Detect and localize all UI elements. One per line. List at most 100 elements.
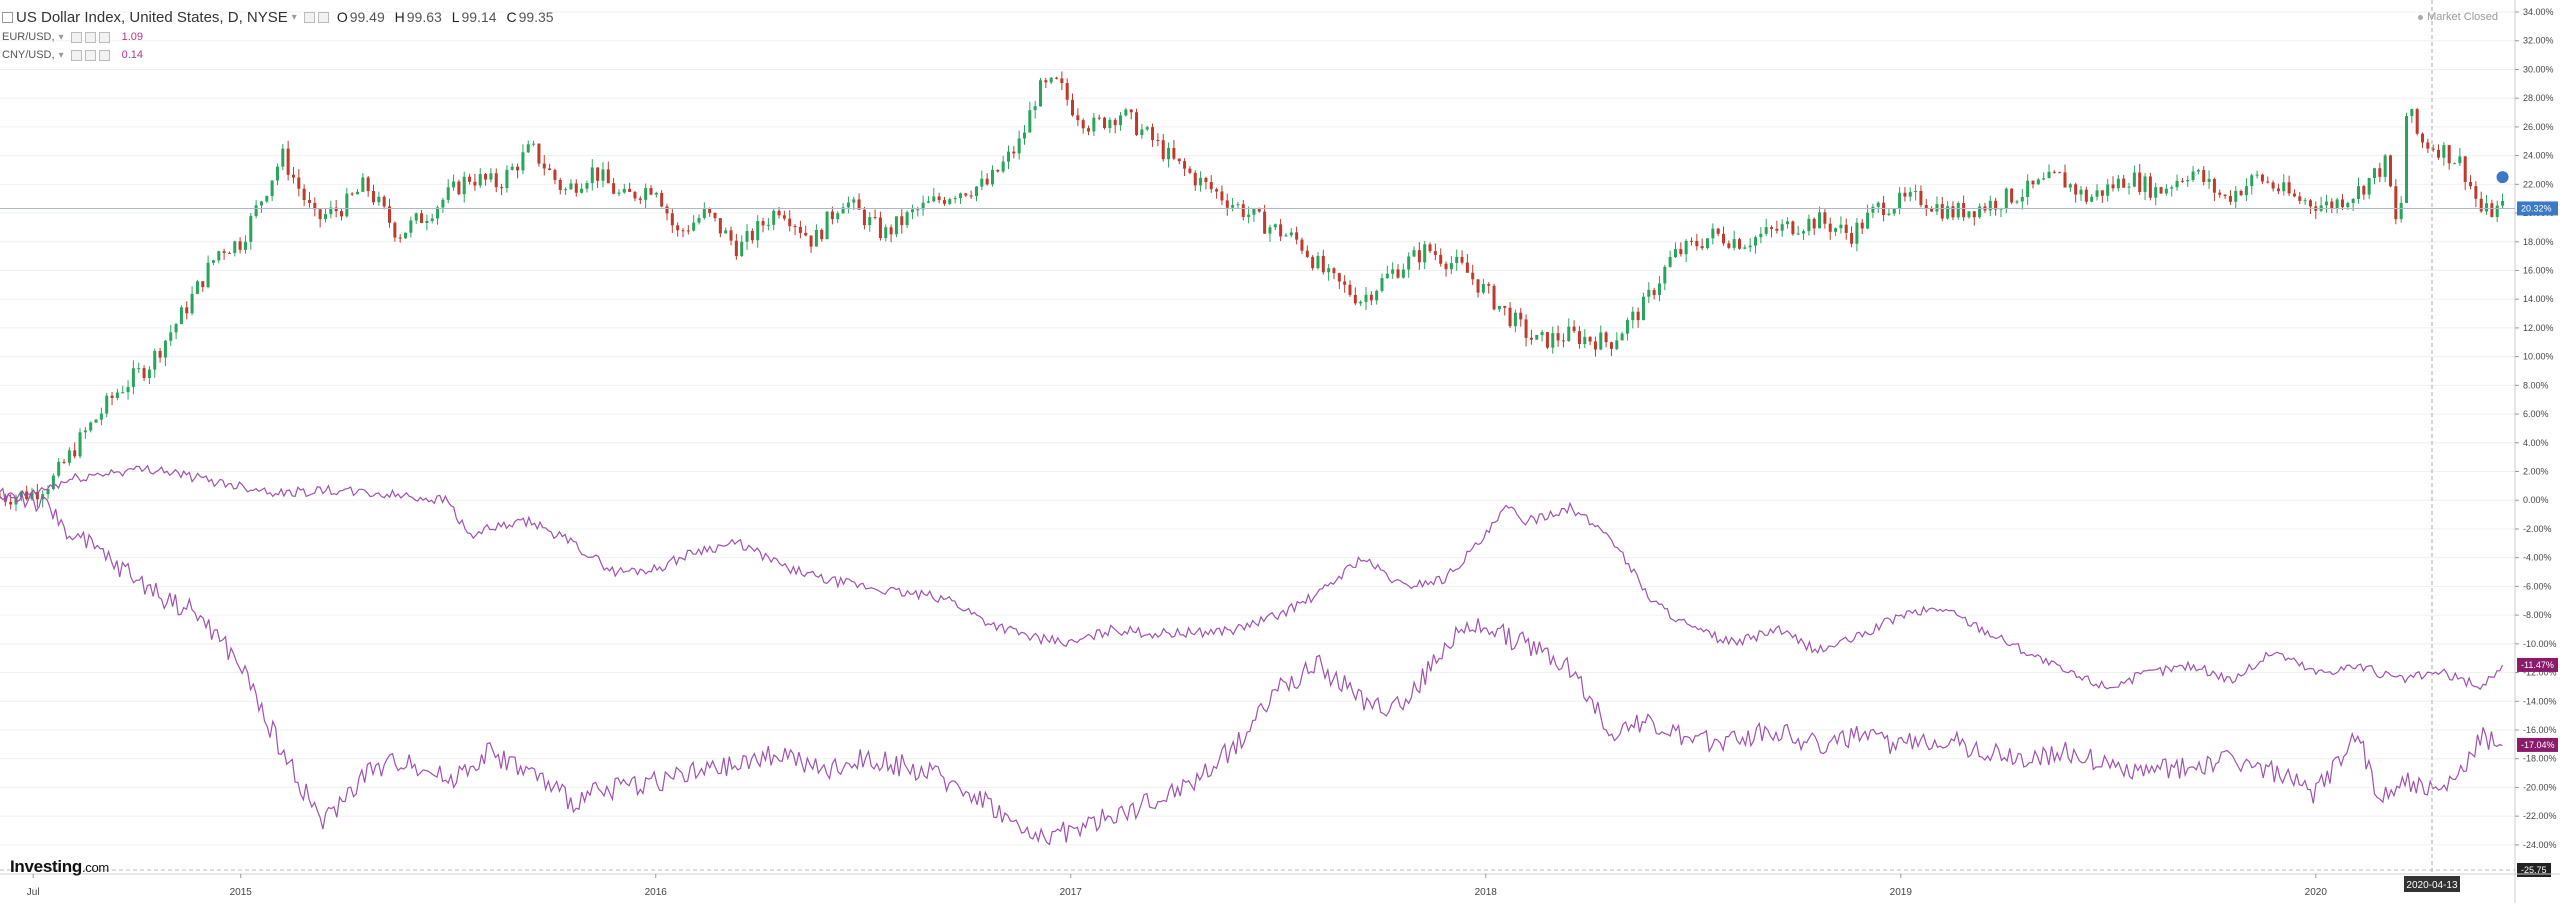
candle-body [1551, 333, 1555, 348]
candle-body [1791, 221, 1795, 235]
candle-body [1311, 256, 1315, 269]
candle-body [921, 202, 925, 210]
candle-body [1284, 235, 1288, 237]
overlay-name[interactable]: CNY/USD, [2, 49, 55, 61]
candle-body [35, 491, 39, 500]
candle-body [2170, 187, 2174, 189]
settings-icon[interactable] [70, 31, 82, 43]
candle-body [1679, 249, 1683, 255]
candle-body [1700, 246, 1704, 249]
candle-body [425, 220, 429, 223]
y-tick-label: -16.00% [2523, 725, 2557, 735]
candle-body [217, 251, 221, 261]
candle-body [398, 237, 402, 239]
overlay-value: 0.14 [121, 49, 144, 61]
chevron-down-icon[interactable]: ▾ [58, 31, 64, 43]
close-icon[interactable] [98, 31, 110, 43]
candle-body [1786, 221, 1790, 225]
candle-body [1497, 305, 1501, 310]
close-icon[interactable] [98, 49, 110, 61]
candle-body [1071, 99, 1075, 116]
candle-body [1097, 117, 1101, 119]
candle-body [2250, 175, 2254, 187]
chevron-down-icon[interactable]: ▾ [58, 49, 64, 61]
candle-body [366, 177, 370, 192]
settings-icon[interactable] [70, 49, 82, 61]
candle-body [1764, 227, 1768, 234]
visibility-icon[interactable] [84, 31, 96, 43]
candle-body [862, 209, 866, 226]
candle-body [2186, 180, 2190, 182]
candle-body [1444, 263, 1448, 270]
candle-body [1049, 77, 1053, 83]
candles-us-dollar-index [0, 71, 2505, 512]
candle-body [2383, 155, 2387, 177]
chevron-down-icon[interactable]: ▾ [291, 11, 297, 23]
high-label: H [394, 9, 405, 25]
candle-body [532, 143, 536, 145]
candle-body [2036, 179, 2040, 185]
x-tick-label: 2020 [2305, 887, 2328, 898]
overlay-legend-eur[interactable]: EUR/USD, ▾ 1.09 [0, 28, 554, 46]
y-tick-label: 12.00% [2523, 323, 2554, 333]
candle-body [505, 169, 509, 189]
candle-body [2079, 189, 2083, 195]
overlay-name[interactable]: EUR/USD, [2, 31, 55, 43]
candle-body [926, 201, 930, 203]
visibility-icon[interactable] [84, 49, 96, 61]
candle-body [2378, 168, 2382, 177]
candle-body [1604, 332, 1608, 343]
candle-body [510, 166, 514, 170]
candle-body [243, 241, 247, 250]
candle-body [2202, 169, 2206, 182]
candle-body [174, 324, 178, 333]
candle-body [1684, 240, 1688, 255]
y-tick-label: 0.00% [2523, 495, 2549, 505]
candle-body [1860, 222, 1864, 229]
candle-body [89, 422, 93, 431]
settings-icon[interactable] [303, 11, 315, 23]
candle-body [126, 386, 130, 393]
y-tick-label: 8.00% [2523, 380, 2549, 390]
candle-body [1583, 336, 1587, 345]
open-label: O [336, 9, 348, 25]
candle-body [286, 148, 290, 175]
main-series-legend[interactable]: US Dollar Index, United States, D, NYSE … [0, 6, 554, 28]
main-series-title[interactable]: US Dollar Index, United States, D, NYSE [16, 8, 288, 26]
candle-body [1988, 200, 1992, 211]
candle-body [2138, 172, 2142, 193]
candle-body [2362, 186, 2366, 195]
candle-body [233, 241, 237, 253]
candle-body [798, 226, 802, 233]
candle-body [2106, 184, 2110, 196]
collapse-toggle-icon[interactable] [2, 11, 13, 23]
last-value-box [2517, 201, 2558, 216]
candle-body [1092, 117, 1096, 132]
candle-body [1914, 190, 1918, 193]
market-status-text: Market Closed [2427, 11, 2498, 23]
candle-body [51, 475, 55, 490]
candle-body [537, 143, 541, 164]
candle-body [809, 235, 813, 247]
candle-body [2367, 178, 2371, 195]
candle-body [830, 211, 834, 220]
candle-body [894, 216, 898, 235]
candle-body [702, 208, 706, 218]
candle-body [1652, 290, 1656, 296]
candle-body [2421, 133, 2425, 143]
candle-body [1956, 203, 1960, 218]
visibility-icon[interactable] [317, 11, 329, 23]
overlay-legend-cny[interactable]: CNY/USD, ▾ 0.14 [0, 46, 554, 64]
y-tick-label: 22.00% [2523, 179, 2554, 189]
candle-body [1839, 224, 1843, 229]
candle-body [1722, 233, 1726, 244]
candle-body [1076, 115, 1080, 121]
candle-body [1780, 224, 1784, 231]
candle-body [121, 392, 125, 394]
candle-body [958, 193, 962, 199]
grid [0, 11, 2515, 846]
candle-body [2442, 145, 2446, 158]
candle-body [414, 213, 418, 221]
